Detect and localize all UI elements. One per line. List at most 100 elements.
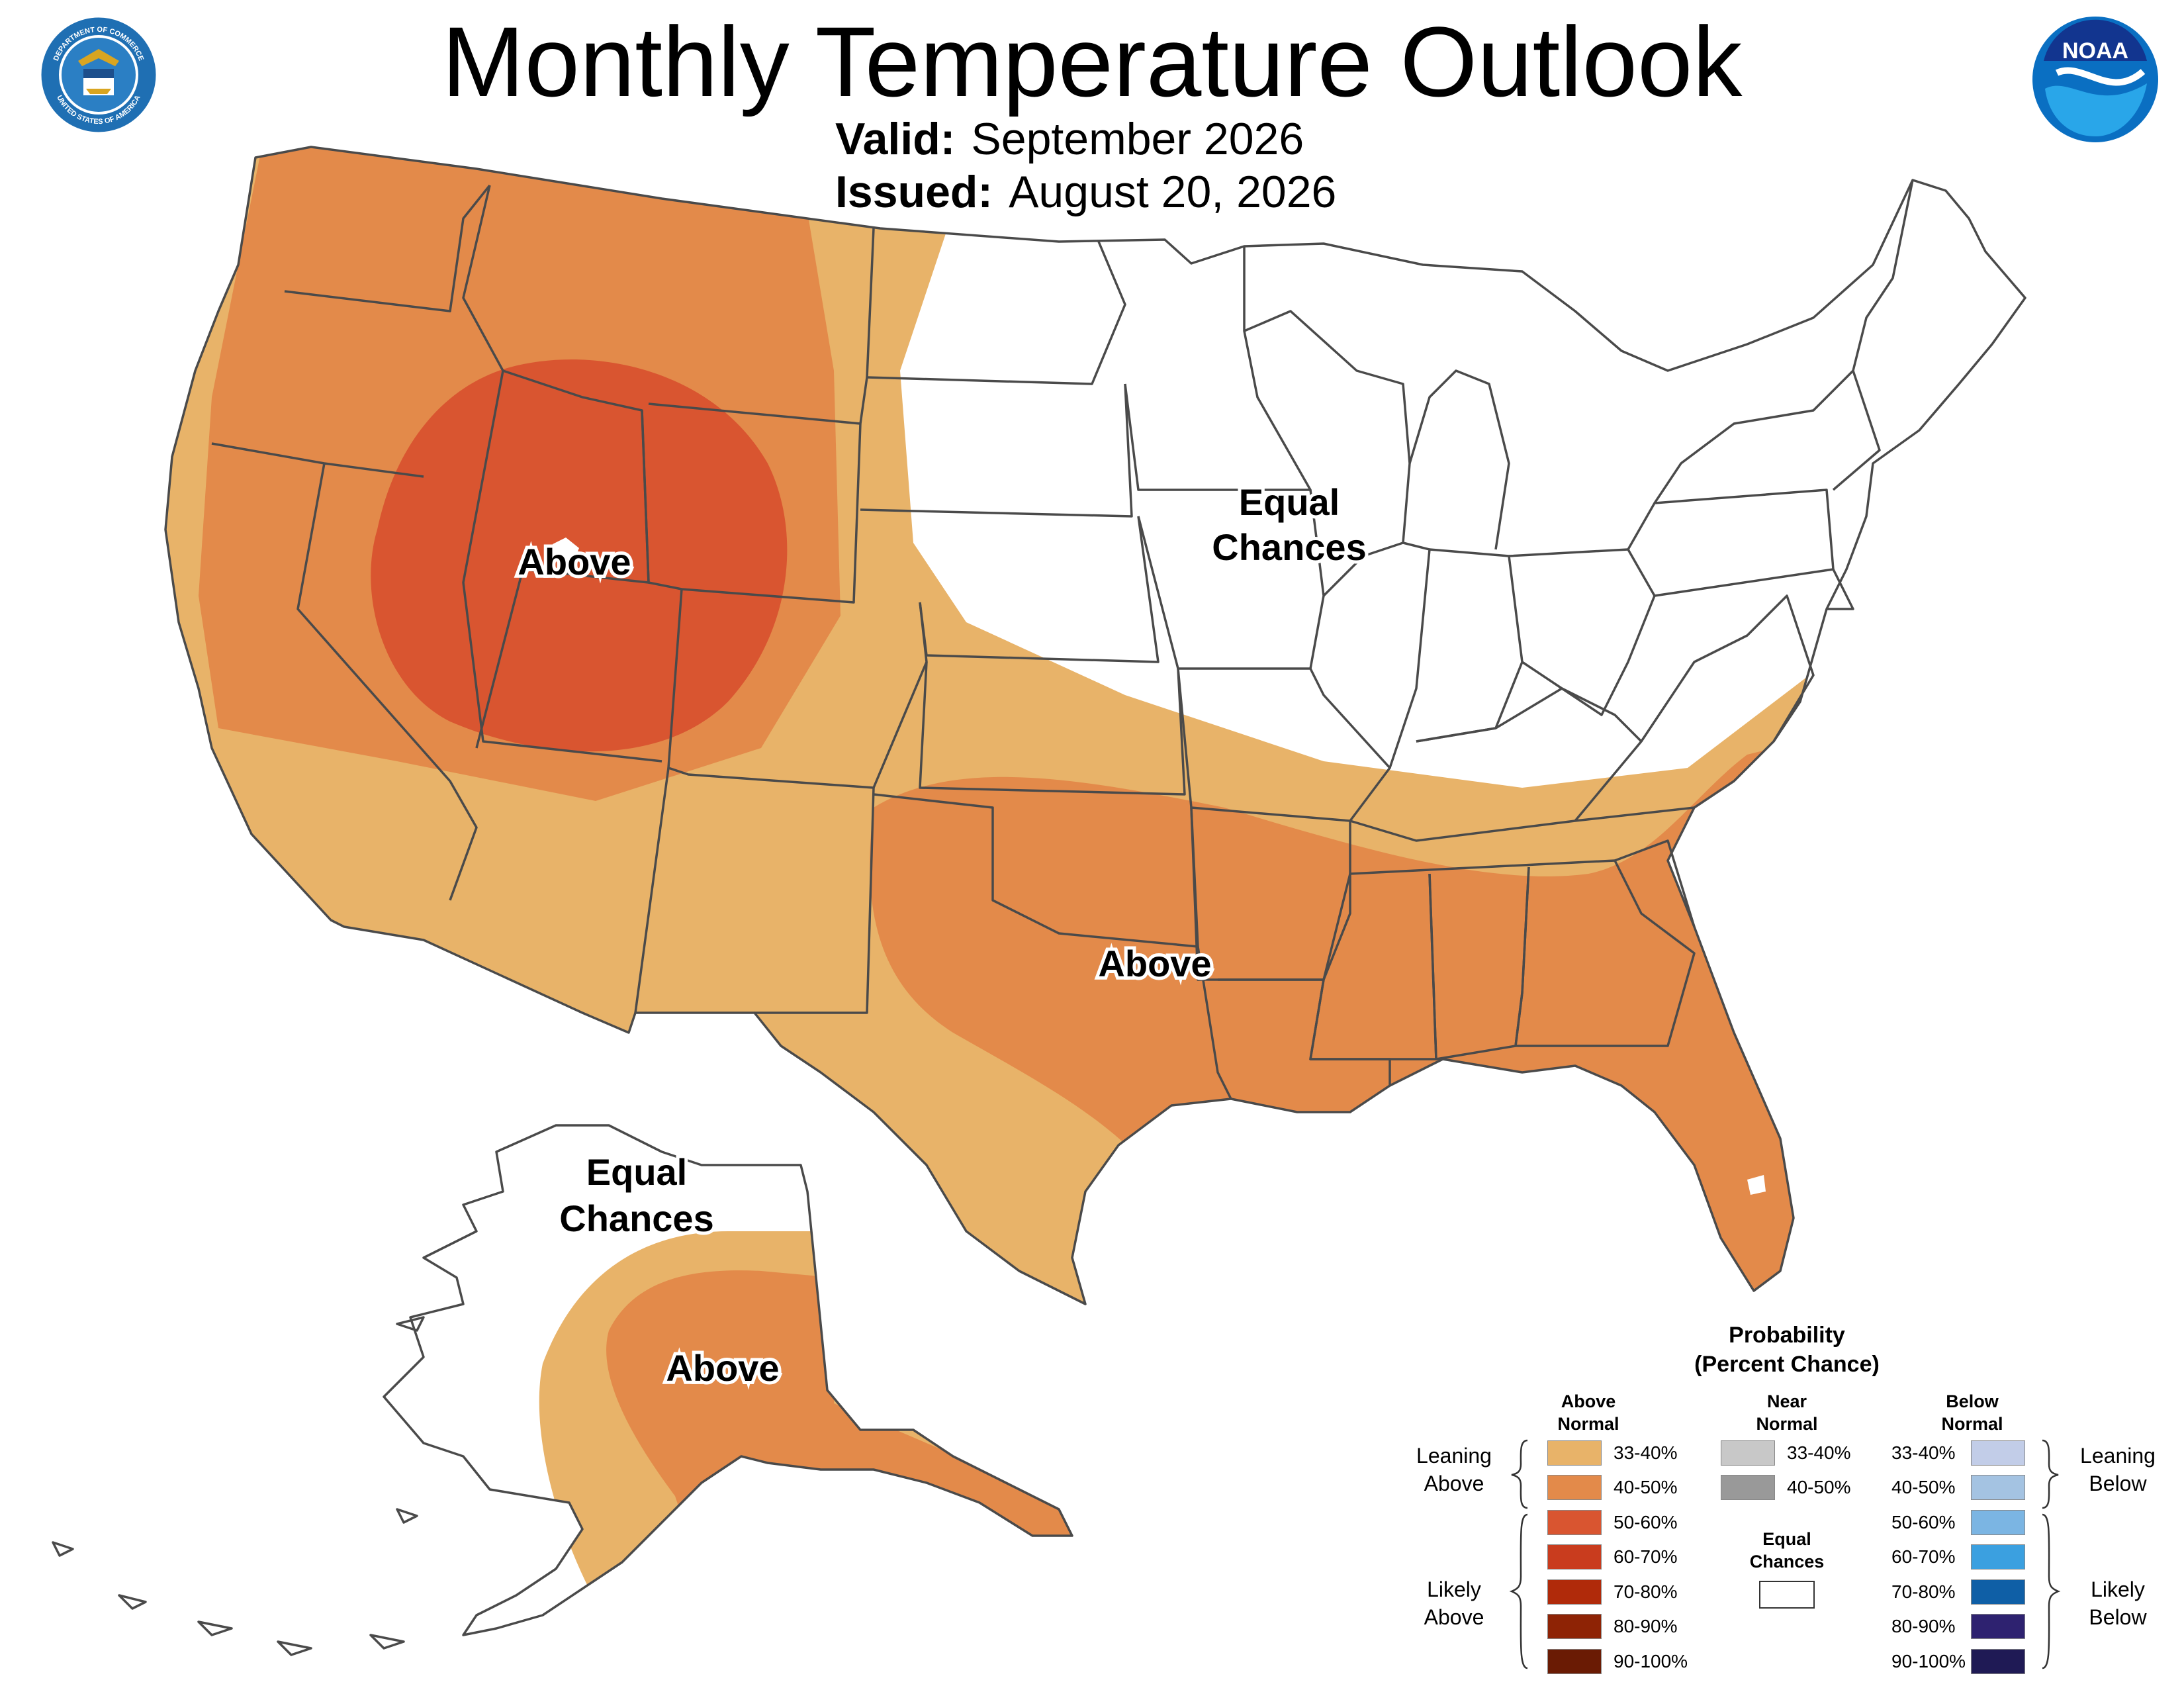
legend-title: Probability (Percent Chance) xyxy=(1641,1321,1933,1379)
legend-swatch-below-50-60 xyxy=(1971,1510,2025,1535)
idaho-border xyxy=(462,185,662,763)
issued-value: August 20, 2026 xyxy=(1009,167,1337,217)
legend-swatch-below-33-40 xyxy=(1971,1440,2025,1466)
legend-label: 40-50% xyxy=(1787,1477,1851,1497)
georgia-border xyxy=(1514,860,1696,1047)
legend-label: 33-40% xyxy=(1614,1442,1678,1463)
legend-likely-below-line2: Below xyxy=(2089,1605,2147,1629)
legend-label: 80-90% xyxy=(1614,1616,1678,1636)
legend-near-normal-header: Near Normal xyxy=(1734,1390,1840,1435)
west-virginia-virginia-border xyxy=(1640,594,1815,742)
alaska-outline xyxy=(52,1124,1073,1656)
legend-label: 33-40% xyxy=(1787,1442,1851,1463)
legend-right-braces xyxy=(2042,1439,2061,1669)
alaska-equal-chances-label-line1: Equal xyxy=(586,1151,687,1193)
west-above-label: Above xyxy=(518,541,631,583)
aleutian-island xyxy=(52,1541,74,1557)
legend-swatch-above-90-100 xyxy=(1547,1649,1602,1674)
legend-label: 50-60% xyxy=(1614,1512,1678,1532)
aleutian-island xyxy=(277,1640,312,1656)
legend-label: 40-50% xyxy=(1614,1477,1678,1497)
legend-label: 40-50% xyxy=(1891,1477,1956,1497)
california-nevada-border xyxy=(296,463,478,901)
legend-below-head-line2: Normal xyxy=(1941,1414,2003,1434)
legend-swatch-above-80-90 xyxy=(1547,1614,1602,1639)
legend-leaning-above-line1: Leaning xyxy=(1416,1444,1492,1468)
montana-dakota-border xyxy=(648,228,875,425)
wisconsin-border xyxy=(1244,310,1411,543)
kansas-border xyxy=(919,661,1186,796)
noaa-logo-text: NOAA xyxy=(2062,38,2128,64)
legend-below-head-line1: Below xyxy=(1946,1391,1999,1411)
page-title: Monthly Temperature Outlook xyxy=(441,6,1743,117)
legend-above-head-line2: Normal xyxy=(1557,1414,1619,1434)
central-equal-chances-label-line1: Equal xyxy=(1239,481,1340,523)
legend-swatch-below-80-90 xyxy=(1971,1614,2025,1639)
new-york-border xyxy=(1653,369,1881,504)
legend-likely-above-line2: Above xyxy=(1424,1605,1484,1629)
south-carolina-border xyxy=(1614,839,1696,927)
legend-swatch-above-50-60 xyxy=(1547,1510,1602,1535)
alaska-above-40-50-area xyxy=(606,1270,1072,1635)
legend-swatch-below-90-100 xyxy=(1971,1649,2025,1674)
legend-swatch-equal-chances xyxy=(1759,1581,1815,1609)
legend-near-head-line2: Normal xyxy=(1756,1414,1818,1434)
legend-title-line2: (Percent Chance) xyxy=(1694,1352,1880,1377)
texas-louisiana-border xyxy=(1197,946,1232,1100)
noaa-logo-icon: NOAA xyxy=(2032,17,2158,142)
illinois-border xyxy=(1322,541,1431,769)
legend-label: 90-100% xyxy=(1614,1651,1688,1671)
legend-swatch-below-60-70 xyxy=(1971,1544,2025,1570)
legend-leaning-above-label: Leaning Above xyxy=(1404,1442,1504,1497)
nebraska-border xyxy=(919,516,1160,663)
north-dakota-border xyxy=(866,241,1126,385)
conus-outline xyxy=(164,146,2026,1305)
pennsylvania-border xyxy=(1627,489,1835,597)
legend-likely-below-label: Likely Below xyxy=(2068,1575,2167,1631)
legend-above-head-line1: Above xyxy=(1561,1391,1616,1411)
legend-above-normal-header: Above Normal xyxy=(1535,1390,1641,1435)
legend-equal-chances-label: Equal Chances xyxy=(1734,1528,1840,1573)
arizona-new-mexico-border xyxy=(634,767,670,1013)
alaska-island xyxy=(396,1508,418,1524)
legend-swatch-above-40-50 xyxy=(1547,1475,1602,1500)
legend-leaning-below-line1: Leaning xyxy=(2080,1444,2156,1468)
legend-swatch-below-70-80 xyxy=(1971,1579,2025,1605)
south-above-label: Above xyxy=(1098,943,1211,984)
tennessee-south-border xyxy=(1349,859,1615,875)
conus-state-lines xyxy=(164,146,2026,1305)
legend-label: 70-80% xyxy=(1614,1581,1678,1602)
legend-label: 60-70% xyxy=(1614,1546,1678,1567)
legend-swatch-above-60-70 xyxy=(1547,1544,1602,1570)
south-dakota-border xyxy=(860,383,1133,518)
new-jersey-border xyxy=(1827,569,1854,610)
central-equal-chances-label-line2: Chances xyxy=(1212,526,1366,568)
issued-label: Issued: xyxy=(835,167,993,217)
legend-leaning-below-line2: Below xyxy=(2089,1472,2147,1495)
legend-swatch-above-33-40 xyxy=(1547,1440,1602,1466)
issued-date: Issued: August 20, 2026 xyxy=(835,165,1336,218)
alaska-equal-chances-label-line2: Chances xyxy=(559,1197,713,1239)
legend-likely-below-line1: Likely xyxy=(2091,1577,2145,1601)
legend-likely-above-line1: Likely xyxy=(1427,1577,1481,1601)
valid-date: Valid: September 2026 xyxy=(835,113,1304,165)
legend-label: 60-70% xyxy=(1891,1546,1956,1567)
missouri-border xyxy=(1177,668,1391,822)
tennessee-north-border xyxy=(1349,806,1695,842)
legend-near-head-line1: Near xyxy=(1766,1391,1807,1411)
legend-leaning-below-label: Leaning Below xyxy=(2068,1442,2167,1497)
washington-oregon-border xyxy=(284,184,491,312)
alaska-above-label: Above xyxy=(666,1347,779,1389)
valid-value: September 2026 xyxy=(971,114,1304,164)
legend-swatch-below-40-50 xyxy=(1971,1475,2025,1500)
legend-ec-line1: Equal xyxy=(1762,1529,1811,1549)
new-mexico-east-border xyxy=(754,787,875,1014)
legend-swatch-above-70-80 xyxy=(1547,1579,1602,1605)
legend-label: 80-90% xyxy=(1891,1616,1956,1636)
minnesota-border xyxy=(1124,246,1312,491)
michigan-lower-peninsula xyxy=(1408,369,1510,550)
legend-likely-above-label: Likely Above xyxy=(1404,1575,1504,1631)
legend-label: 50-60% xyxy=(1891,1512,1956,1532)
conus-shading xyxy=(165,147,2025,1304)
